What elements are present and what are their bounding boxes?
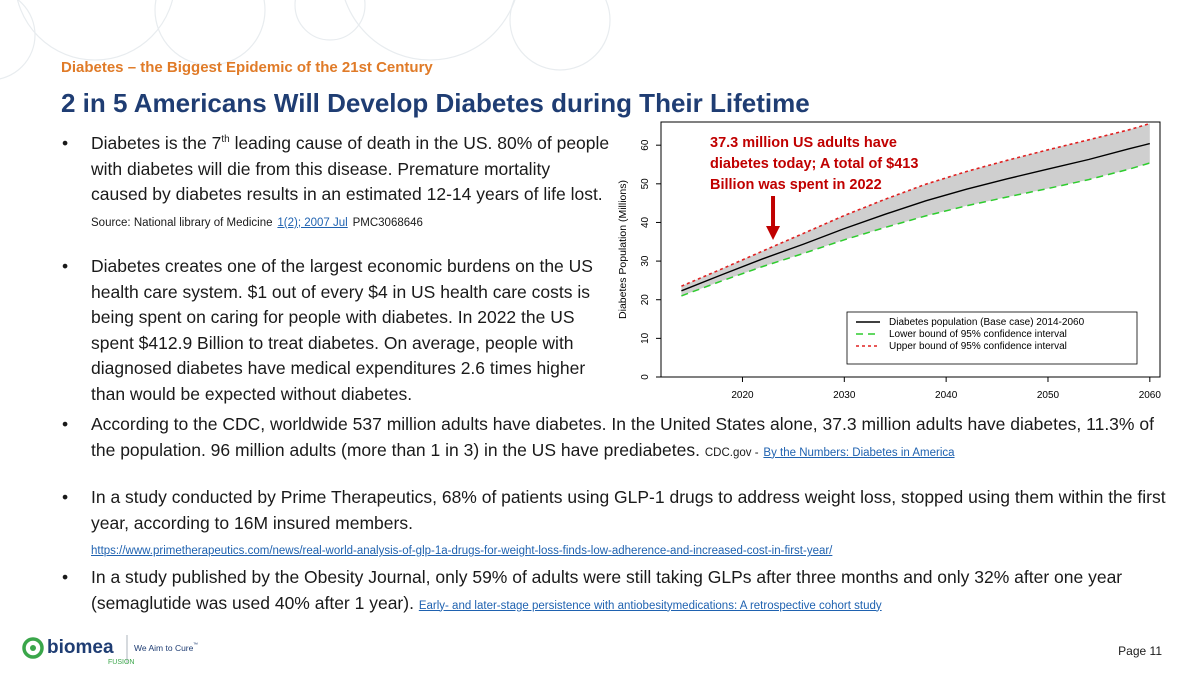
legend-box (846, 311, 1138, 365)
source-link-obesity[interactable]: Early- and later-stage persistence with … (418, 599, 882, 612)
biomea-logo: biomea FUSION We Aim to Cure ™ (22, 635, 198, 666)
bullet-dot: • (62, 414, 69, 434)
bullet-dot: • (62, 487, 69, 507)
x-tick-label: 2040 (935, 390, 958, 401)
y-tick-label: 60 (640, 139, 651, 151)
y-tick-label: 30 (640, 255, 651, 267)
slide-title: 2 in 5 Americans Will Develop Diabetes d… (61, 88, 810, 118)
y-tick-label: 0 (640, 374, 651, 380)
bullet-dot: • (62, 133, 69, 153)
x-tick-label: 2060 (1139, 390, 1162, 401)
page-number: Page 11 (1118, 644, 1162, 658)
y-tick-label: 50 (640, 178, 651, 190)
x-tick-label: 2020 (731, 390, 754, 401)
bullet-prime-therapeutics: • In a study conducted by Prime Therapeu… (62, 487, 1166, 558)
source-link-cdc[interactable]: By the Numbers: Diabetes in America (763, 446, 955, 459)
x-tick-label: 2050 (1037, 390, 1060, 401)
slide-kicker: Diabetes – the Biggest Epidemic of the 2… (61, 59, 433, 76)
y-tick-label: 10 (640, 332, 651, 344)
tagline: We Aim to Cure (134, 643, 194, 653)
logo-wordmark: biomea (47, 637, 114, 658)
logo-mark-icon (22, 637, 44, 659)
bullet-obesity-journal: • In a study published by the Obesity Jo… (62, 567, 1123, 613)
bullet-cdc-stats: • According to the CDC, worldwide 537 mi… (62, 414, 1154, 460)
y-axis-label: Diabetes Population (Millions) (617, 180, 629, 319)
source-link-prime[interactable]: https://www.primetherapeutics.com/news/r… (91, 545, 833, 558)
bullet-economic-burden: • Diabetes creates one of the largest ec… (62, 256, 593, 404)
source-label: Source: National library of Medicine (91, 216, 273, 229)
y-tick-label: 40 (640, 216, 651, 228)
logo-subtitle: FUSION (108, 659, 134, 666)
logo-dot-icon (30, 645, 36, 651)
bullet-death-cause: • Diabetes is the 7th leading cause of d… (62, 133, 610, 229)
legend-label: Upper bound of 95% confidence interval (889, 341, 1067, 352)
series-line-lower-bound (681, 162, 1151, 297)
plot-frame (660, 121, 1161, 378)
legend-label: Lower bound of 95% confidence interval (889, 329, 1067, 340)
series-line-upper-bound (681, 122, 1151, 287)
y-tick-label: 20 (640, 294, 651, 306)
annotation-text: diabetes today; A total of $413 (710, 156, 918, 172)
annotation-arrowhead (766, 226, 781, 240)
series-line-base-case (681, 142, 1150, 292)
x-tick-label: 2030 (833, 390, 856, 401)
source-link-nlm[interactable]: 1(2); 2007 Jul (277, 216, 348, 229)
bullet-dot: • (62, 256, 69, 276)
source-label: CDC.gov - (704, 446, 759, 459)
annotation-text: 37.3 million US adults have (710, 135, 897, 151)
legend-label: Diabetes population (Base case) 2014-206… (889, 317, 1085, 328)
tagline-trademark: ™ (193, 642, 198, 648)
annotation-text: Billion was spent in 2022 (710, 177, 882, 193)
chart-legend: Diabetes population (Base case) 2014-206… (846, 311, 1138, 365)
bullet-dot: • (62, 567, 69, 587)
confidence-band (681, 123, 1150, 296)
source-id: PMC3068646 (352, 216, 423, 229)
